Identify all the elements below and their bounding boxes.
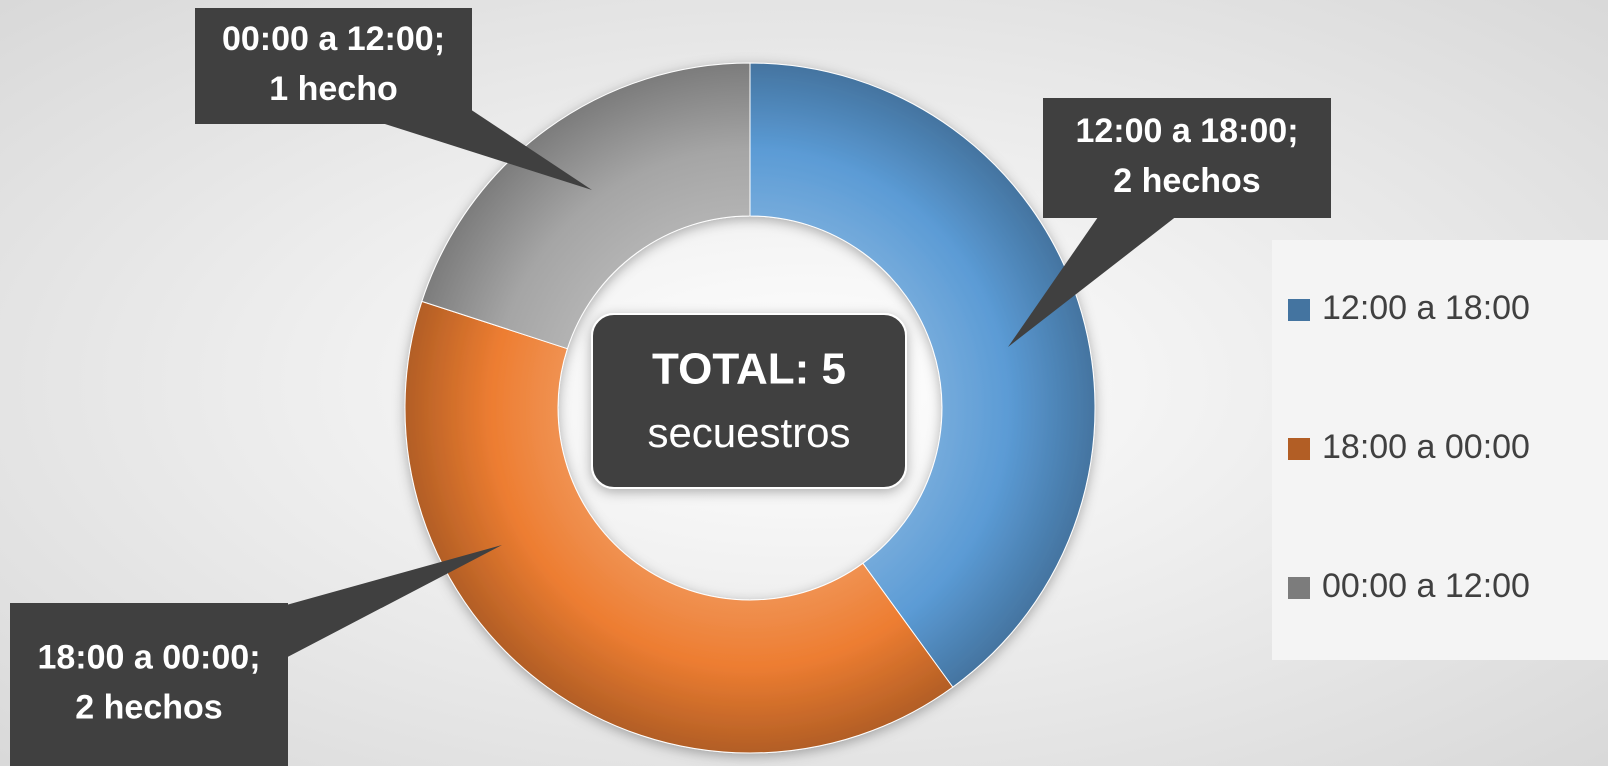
center-box <box>591 313 907 489</box>
legend-swatch <box>1288 299 1310 321</box>
legend-label: 12:00 a 18:00 <box>1322 289 1530 327</box>
legend-swatch <box>1288 577 1310 599</box>
donut-slice <box>749 62 1096 688</box>
center-title: TOTAL: 5 <box>652 345 846 394</box>
data-label: 00:00 a 12:00; 1 hecho <box>222 20 445 108</box>
donut-slice <box>421 62 751 350</box>
center-subtitle: secuestros <box>647 409 850 456</box>
donut-slice <box>404 300 954 754</box>
callout-box <box>195 8 472 124</box>
legend-panel <box>1272 240 1608 660</box>
donut <box>404 62 1096 754</box>
data-label: 18:00 a 00:00; 2 hechos <box>37 638 260 726</box>
callout-box <box>10 603 288 766</box>
legend-label: 00:00 a 12:00 <box>1322 567 1530 605</box>
callout-box <box>1043 98 1331 218</box>
legend-swatch <box>1288 438 1310 460</box>
data-label: 12:00 a 18:00; 2 hechos <box>1075 112 1298 200</box>
legend-label: 18:00 a 00:00 <box>1322 428 1530 466</box>
